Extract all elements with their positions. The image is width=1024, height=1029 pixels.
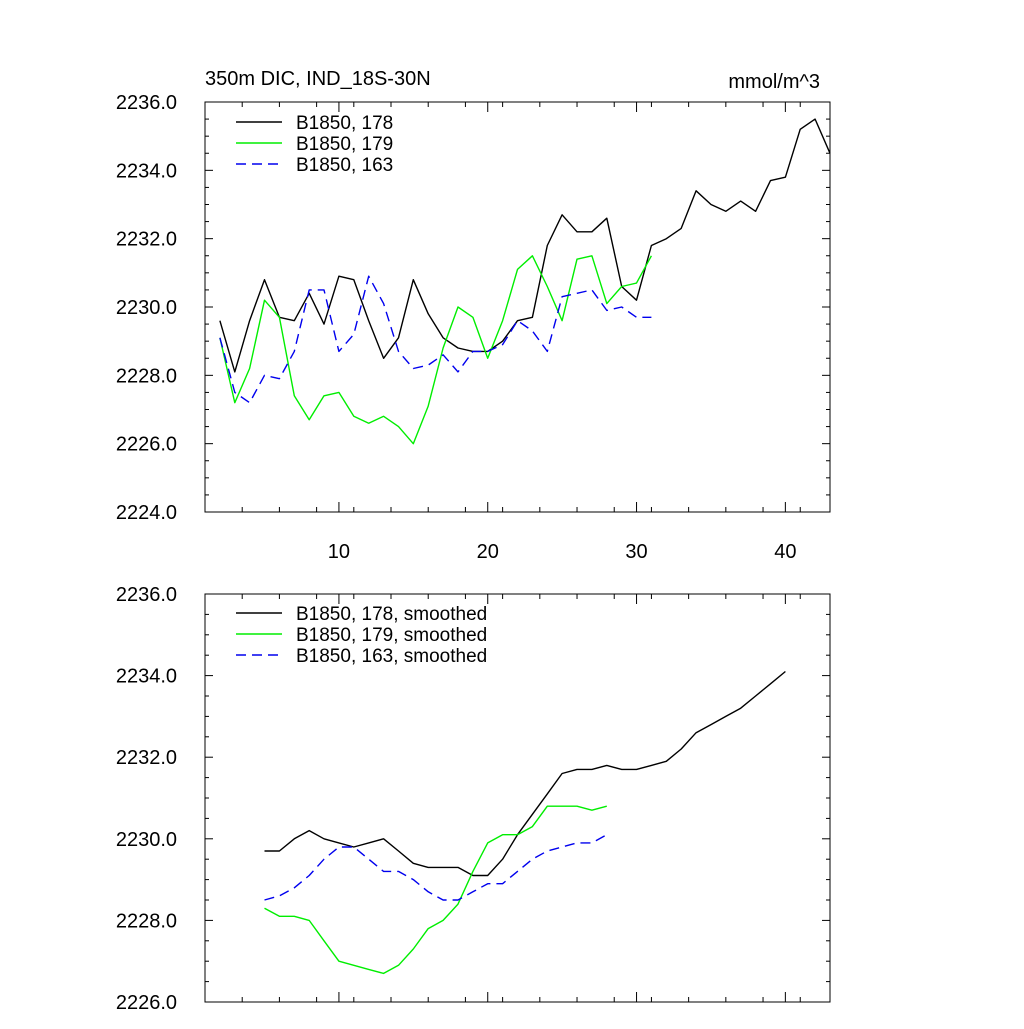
legend-label-3: B1850, 163, smoothed: [296, 646, 487, 667]
series-line-3: [219, 275, 652, 404]
chart-title: 350m DIC, IND_18S-30N: [205, 68, 431, 90]
y-tick-label: 2232.0: [116, 229, 177, 251]
series-line-2: [264, 805, 607, 975]
series-line-3: [264, 834, 608, 901]
legend-label-2: B1850, 179, smoothed: [296, 625, 487, 646]
y-tick-label: 2234.0: [116, 666, 177, 688]
series-line-2: [219, 255, 653, 445]
y-tick-label: 2236.0: [116, 584, 177, 606]
units-label: mmol/m^3: [728, 71, 820, 93]
y-tick-label: 2228.0: [116, 365, 177, 387]
x-tick-label: 20: [477, 541, 499, 563]
series-line-1: [264, 670, 786, 877]
y-tick-label: 2226.0: [116, 992, 177, 1014]
y-tick-label: 2230.0: [116, 829, 177, 851]
y-tick-label: 2234.0: [116, 160, 177, 182]
y-tick-label: 2224.0: [116, 502, 177, 524]
y-tick-label: 2226.0: [116, 434, 177, 456]
legend-label-1: B1850, 178: [296, 113, 393, 134]
y-tick-label: 2232.0: [116, 747, 177, 769]
series-line-1: [219, 118, 831, 373]
chart-panel-1: 2224.0 2226.0 2228.0 2230.0 2232.0 2234.0 2236…: [116, 68, 831, 563]
x-tick-label: 40: [774, 541, 796, 563]
legend-label-2: B1850, 179: [296, 134, 393, 155]
x-tick-label: 30: [625, 541, 647, 563]
legend-label-1: B1850, 178, smoothed: [296, 604, 487, 625]
x-tick-label: 10: [328, 541, 350, 563]
y-tick-label: 2230.0: [116, 297, 177, 319]
y-tick-label: 2228.0: [116, 910, 177, 932]
y-tick-label: 2236.0: [116, 92, 177, 114]
legend-label-3: B1850, 163: [296, 155, 393, 176]
chart-panel-2: 2226.0 2228.0 2230.0 2232.0 2234.0 2236.0 B185…: [116, 584, 831, 1014]
